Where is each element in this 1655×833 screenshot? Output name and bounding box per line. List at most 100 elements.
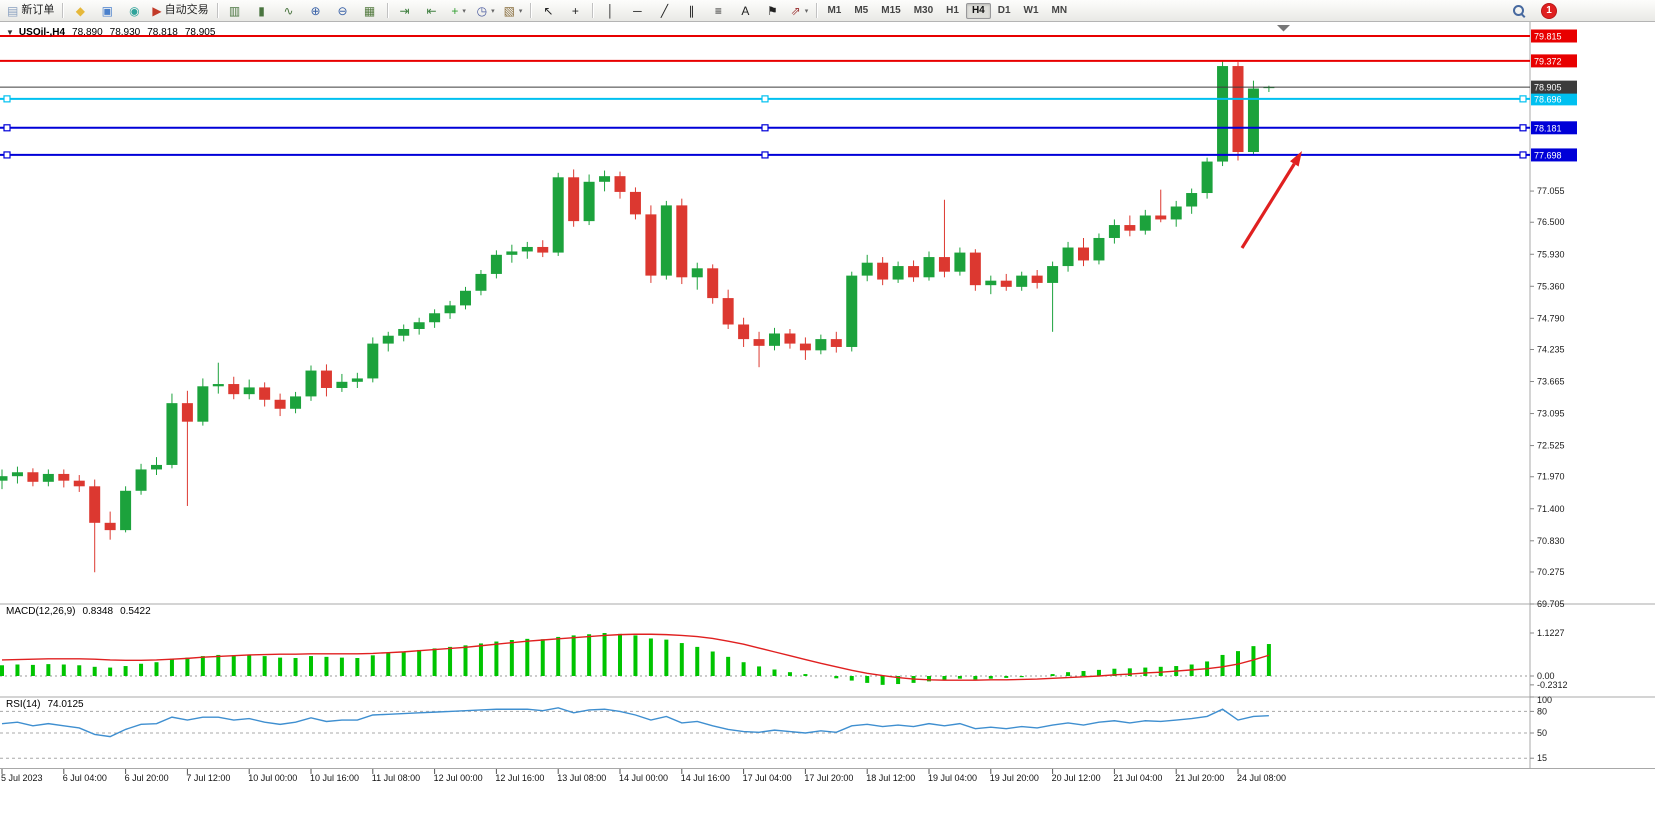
trend-arrow[interactable] bbox=[1240, 163, 1296, 249]
price-tick-label: 71.400 bbox=[1537, 504, 1565, 514]
new-order-icon: ▤ bbox=[7, 3, 19, 18]
one-click-collapse-icon[interactable]: ▼ bbox=[6, 28, 14, 37]
candle bbox=[290, 396, 302, 409]
line-handle[interactable] bbox=[761, 95, 769, 103]
candle bbox=[1000, 280, 1012, 287]
candle bbox=[954, 252, 966, 272]
channel-button[interactable]: ∥ bbox=[678, 1, 704, 21]
candlestick-button[interactable]: ▮ bbox=[249, 1, 275, 21]
autotrading-button[interactable]: ▶ 自动交易 bbox=[148, 1, 212, 21]
candle bbox=[367, 343, 379, 379]
market-watch-button[interactable]: ▣ bbox=[94, 1, 120, 21]
text-label-button[interactable]: ⚑ bbox=[759, 1, 785, 21]
line-handle[interactable] bbox=[3, 124, 11, 132]
periods-button[interactable]: ◷ ▾ bbox=[473, 1, 499, 21]
line-handle[interactable] bbox=[761, 151, 769, 159]
trendline-button[interactable]: ╱ bbox=[651, 1, 677, 21]
timeframe-m1-button[interactable]: M1 bbox=[827, 4, 842, 16]
periods-icon: ◷ bbox=[476, 3, 488, 18]
candle bbox=[938, 257, 950, 272]
timeframe-mn-button[interactable]: MN bbox=[1051, 4, 1068, 16]
line-handle[interactable] bbox=[1519, 151, 1527, 159]
templates-button[interactable]: ▧ ▾ bbox=[500, 1, 527, 21]
new-chart-button[interactable]: + ▾ bbox=[446, 1, 472, 21]
line-handle[interactable] bbox=[1519, 95, 1527, 103]
zoom-out-button[interactable]: ⊖ bbox=[330, 1, 356, 21]
time-tick-label: 6 Jul 04:00 bbox=[63, 773, 107, 783]
candle bbox=[1247, 88, 1259, 153]
time-tick-label: 14 Jul 16:00 bbox=[681, 773, 730, 783]
vertical-line-button[interactable]: │ bbox=[597, 1, 623, 21]
chart-shift-marker-icon[interactable] bbox=[1277, 25, 1290, 32]
cursor-button[interactable]: ↖ bbox=[535, 1, 561, 21]
channel-icon: ∥ bbox=[688, 3, 695, 18]
candle bbox=[1093, 237, 1105, 261]
timeframe-h4-button[interactable]: H4 bbox=[965, 2, 991, 19]
line-chart-button[interactable]: ∿ bbox=[276, 1, 302, 21]
trend-arrow-head[interactable] bbox=[1290, 151, 1302, 167]
arrow-objects-button[interactable]: ⇗ ▾ bbox=[786, 1, 812, 21]
timeframe-m5-button[interactable]: M5 bbox=[854, 4, 869, 16]
autotrading-icon: ▶ bbox=[152, 3, 162, 18]
main-toolbar: ▤ 新订单 ◆ ▣ ◉ ▶ 自动交易 ▥ ▮ ∿ ⊕ ⊖ ▦ ⇥ ⇤ + ▾ ◷ ▾ ▧ ▾ ↖ + │ ─ ╱ ∥ ≡ A ⚑ ⇗ ▾ M1 M… bbox=[0, 0, 1655, 22]
price-label-resistance-1 bbox=[1531, 29, 1577, 43]
new-order-button[interactable]: ▤ 新订单 bbox=[3, 1, 58, 21]
candle bbox=[0, 476, 8, 481]
timeframe-m30-button[interactable]: M30 bbox=[913, 4, 934, 16]
zoom-in-button[interactable]: ⊕ bbox=[303, 1, 329, 21]
auto-scroll-button[interactable]: ⇥ bbox=[392, 1, 418, 21]
candle bbox=[722, 298, 734, 325]
community-icon: ◉ bbox=[129, 3, 140, 18]
current-price-label-text: 78.905 bbox=[1534, 83, 1562, 93]
candle bbox=[181, 403, 193, 422]
line-handle[interactable] bbox=[3, 95, 11, 103]
candle bbox=[1047, 266, 1059, 283]
candle bbox=[660, 205, 672, 276]
market-watch-icon: ▣ bbox=[101, 3, 114, 18]
bar-chart-button[interactable]: ▥ bbox=[222, 1, 248, 21]
ohlc-low: 78.818 bbox=[147, 27, 178, 38]
candle bbox=[923, 257, 935, 278]
candle bbox=[444, 305, 456, 314]
text-button[interactable]: A bbox=[732, 1, 758, 21]
metaeditor-button[interactable]: ◆ bbox=[67, 1, 93, 21]
price-tick-label: 74.790 bbox=[1537, 313, 1565, 323]
price-label-text: 78.696 bbox=[1534, 94, 1562, 104]
timeframe-m15-button[interactable]: M15 bbox=[881, 4, 901, 16]
candle bbox=[382, 335, 394, 344]
chart-shift-icon: ⇤ bbox=[426, 3, 437, 18]
price-label-text: 78.181 bbox=[1534, 123, 1562, 133]
crosshair-button[interactable]: + bbox=[562, 1, 588, 21]
line-handle[interactable] bbox=[761, 124, 769, 132]
candle bbox=[676, 205, 688, 278]
price-tick-label: 70.830 bbox=[1537, 536, 1565, 546]
new-chart-icon: + bbox=[451, 3, 459, 18]
line-handle[interactable] bbox=[3, 151, 11, 159]
search-button[interactable] bbox=[1505, 1, 1531, 21]
rsi-title: RSI(14) bbox=[6, 699, 41, 710]
candle bbox=[877, 262, 889, 280]
candle bbox=[120, 490, 132, 531]
candle bbox=[104, 522, 116, 531]
tile-windows-button[interactable]: ▦ bbox=[357, 1, 383, 21]
timeframe-h1-button[interactable]: H1 bbox=[946, 4, 959, 16]
timeframe-w1-button[interactable]: W1 bbox=[1023, 4, 1039, 16]
candle bbox=[552, 177, 564, 253]
candle bbox=[908, 266, 920, 278]
notification-badge[interactable]: 1 bbox=[1542, 3, 1556, 18]
line-handle[interactable] bbox=[1519, 124, 1527, 132]
horizontal-line-button[interactable]: ─ bbox=[624, 1, 650, 21]
fibonacci-button[interactable]: ≡ bbox=[705, 1, 731, 21]
chart-shift-button[interactable]: ⇤ bbox=[419, 1, 445, 21]
price-label-level-cyan bbox=[1531, 92, 1577, 106]
rsi-tick-label: 15 bbox=[1537, 753, 1547, 763]
timeframe-d1-button[interactable]: D1 bbox=[997, 4, 1011, 16]
candle bbox=[11, 472, 23, 477]
candle bbox=[212, 384, 224, 387]
price-tick-label: 71.970 bbox=[1537, 472, 1565, 482]
community-button[interactable]: ◉ bbox=[121, 1, 147, 21]
rsi-value: 74.0125 bbox=[47, 699, 84, 710]
macd-tick-label: -0.2312 bbox=[1537, 680, 1568, 690]
candle bbox=[568, 177, 580, 222]
